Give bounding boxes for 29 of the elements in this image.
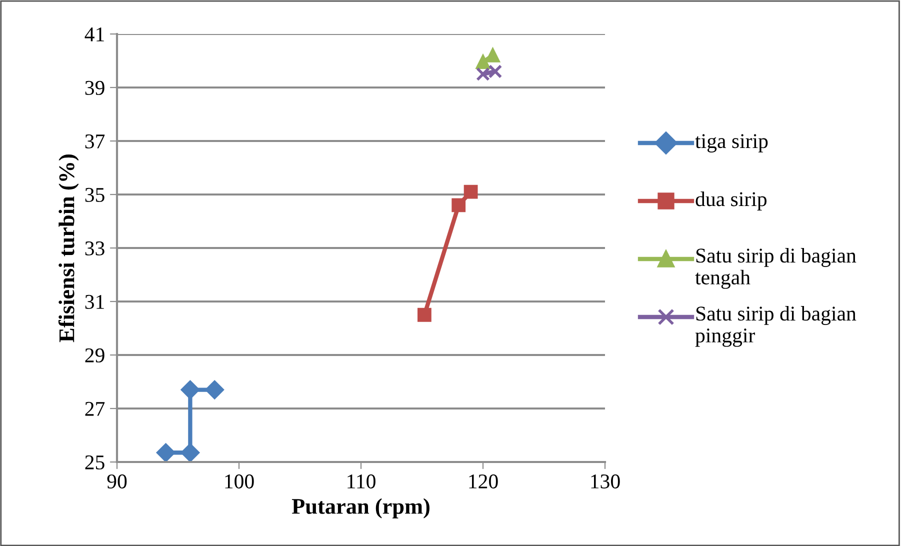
- y-tick-label: 25: [85, 455, 104, 470]
- x-tick-label: 100: [225, 474, 254, 488]
- point: [205, 380, 224, 400]
- x-tick-label: 110: [348, 474, 376, 488]
- y-tick-label: 29: [85, 348, 104, 362]
- legend-label: dua sirip: [696, 192, 767, 210]
- y-tick-label: 27: [85, 402, 105, 416]
- y-tick-label: 39: [85, 80, 104, 95]
- x-axis-title: Putaran (rpm): [292, 498, 430, 518]
- point: [486, 48, 500, 62]
- y-tick-label: 41: [84, 27, 104, 42]
- y-tick-label: 37: [85, 134, 105, 148]
- point: [452, 198, 466, 212]
- legend-label: Satu sirip di bagian tengah: [695, 248, 856, 289]
- point: [156, 443, 176, 462]
- y-tick-label: 31: [85, 294, 104, 309]
- point: [417, 308, 432, 322]
- y-tick-label: 33: [85, 241, 104, 256]
- y-tick-label: 35: [85, 188, 104, 202]
- point: [180, 443, 200, 462]
- legend-label: Satu sirip di bagian pinggir: [695, 306, 856, 347]
- point: [180, 380, 200, 400]
- x-tick-label: 90: [107, 474, 127, 488]
- legend-label: tiga sirip: [695, 134, 768, 152]
- x-tick-label: 130: [591, 474, 620, 488]
- point: [464, 184, 478, 199]
- x-tick-label: 120: [469, 474, 498, 488]
- y-axis-title: Efisiensi turbin (%): [58, 154, 79, 342]
- point: [476, 55, 490, 70]
